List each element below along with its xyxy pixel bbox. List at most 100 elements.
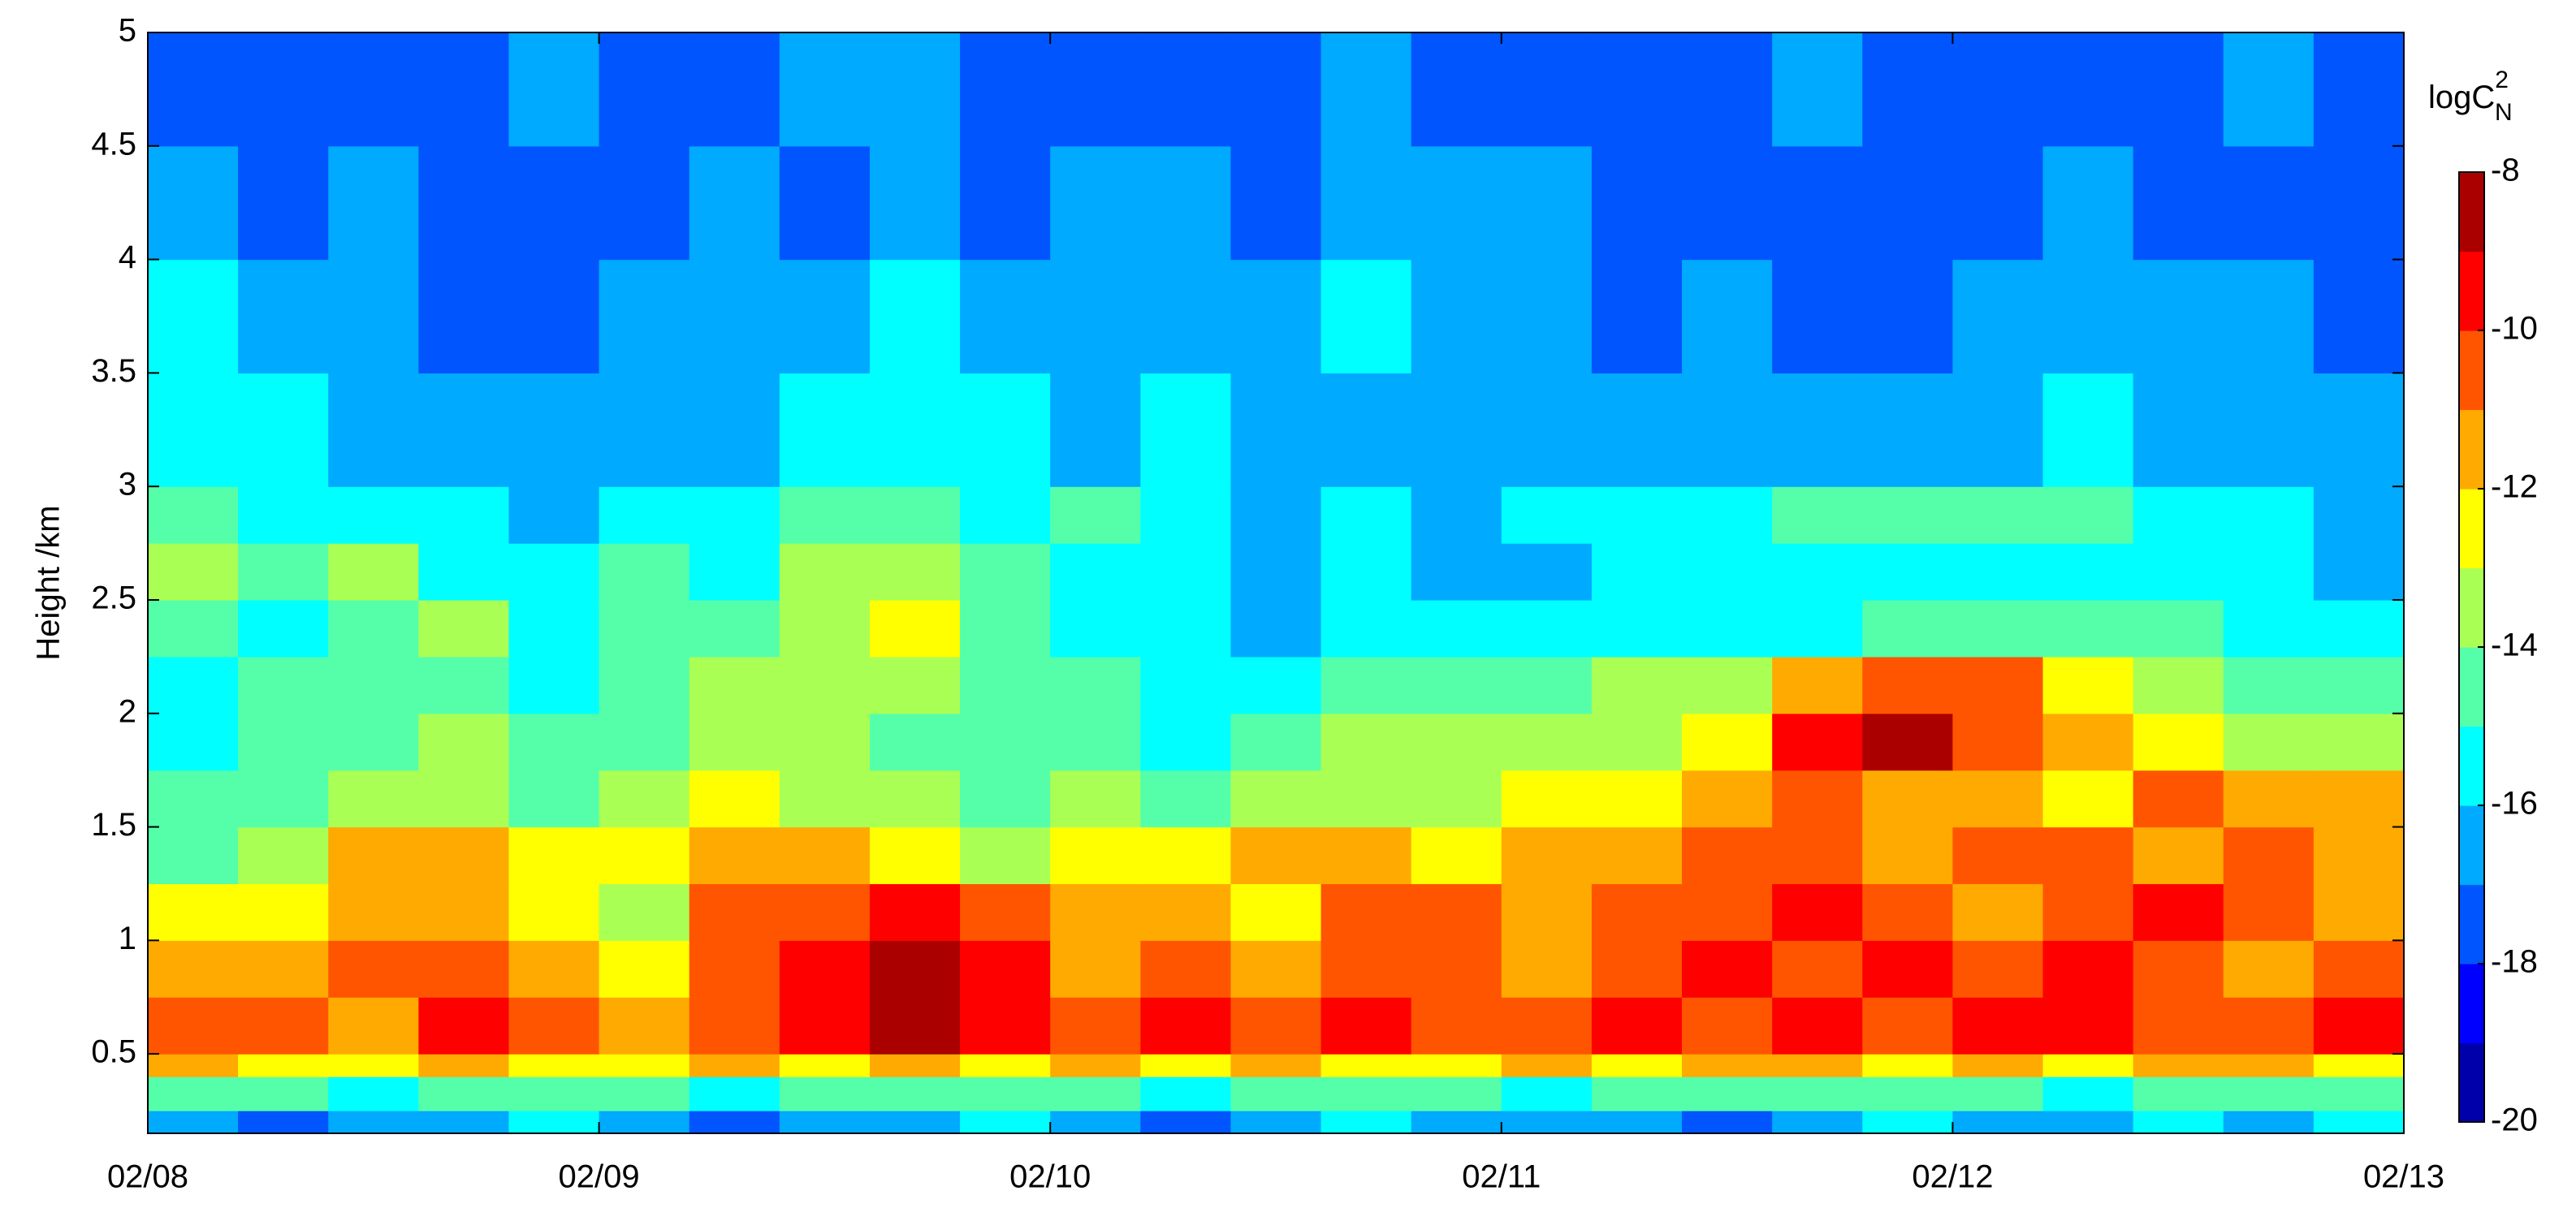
heatmap-cell xyxy=(1501,486,1593,544)
colorbar-band xyxy=(2459,726,2484,806)
heatmap-cell xyxy=(1952,883,2044,941)
heatmap-cell xyxy=(1862,599,1953,658)
heatmap-cell xyxy=(1682,883,1773,941)
x-tick-label: 02/09 xyxy=(559,1159,640,1195)
heatmap-cell xyxy=(960,713,1051,771)
heatmap-cell xyxy=(418,826,510,885)
heatmap-cell xyxy=(2042,1054,2134,1077)
heatmap-cell xyxy=(1320,997,1412,1055)
heatmap-cell xyxy=(869,1111,961,1134)
heatmap-cell xyxy=(418,656,510,714)
heatmap-cell xyxy=(689,656,780,714)
heatmap-cell xyxy=(1050,940,1141,998)
heatmap-cell xyxy=(1140,997,1232,1055)
heatmap-cell xyxy=(1772,940,1863,998)
heatmap-cell xyxy=(960,543,1051,601)
heatmap-cell xyxy=(508,656,600,714)
heatmap-cell xyxy=(1230,543,1322,601)
heatmap-cell xyxy=(1320,599,1412,658)
heatmap-cell xyxy=(2313,32,2405,147)
heatmap-cell xyxy=(1501,770,1593,828)
colorbar-tick-label: -18 xyxy=(2491,944,2538,980)
heatmap-cell xyxy=(1591,883,1683,941)
heatmap-cell xyxy=(1952,373,2044,487)
heatmap-cell xyxy=(418,32,510,147)
heatmap-cell xyxy=(599,770,690,828)
heatmap-cell xyxy=(1591,656,1683,714)
heatmap-cell xyxy=(1411,997,1502,1055)
heatmap-cell xyxy=(1772,826,1863,885)
colorbar-band xyxy=(2459,884,2484,964)
heatmap-cell xyxy=(148,826,239,885)
heatmap-cell xyxy=(508,1111,600,1134)
heatmap-cell xyxy=(1050,883,1141,941)
y-tick-label: 3 xyxy=(119,467,136,503)
heatmap-cell xyxy=(508,770,600,828)
heatmap-cell xyxy=(1050,599,1141,658)
heatmap-cell xyxy=(1862,145,1953,261)
heatmap-cell xyxy=(869,32,961,147)
x-tick-label: 02/13 xyxy=(2363,1159,2444,1195)
heatmap-cell xyxy=(1862,940,1953,998)
heatmap-cell xyxy=(1140,826,1232,885)
heatmap-cell xyxy=(418,373,510,487)
heatmap-cell xyxy=(1320,145,1412,261)
y-tick-label: 4 xyxy=(119,239,136,275)
heatmap-cell xyxy=(689,1054,780,1077)
heatmap-cell xyxy=(1862,997,1953,1055)
heatmap-cell xyxy=(2133,32,2224,147)
heatmap-cell xyxy=(1862,883,1953,941)
heatmap-cell xyxy=(1050,826,1141,885)
heatmap-cell xyxy=(148,656,239,714)
heatmap-cell xyxy=(148,940,239,998)
heatmap-cell xyxy=(328,997,419,1055)
heatmap-cell xyxy=(1591,32,1683,147)
heatmap-cell xyxy=(1682,656,1773,714)
heatmap-cell xyxy=(1411,940,1502,998)
heatmap-cell xyxy=(599,599,690,658)
heatmap-cell xyxy=(2042,599,2134,658)
heatmap-cell xyxy=(1050,656,1141,714)
heatmap-cell xyxy=(2133,997,2224,1055)
heatmap-cell xyxy=(2133,883,2224,941)
heatmap-cell xyxy=(2313,543,2405,601)
heatmap-cell xyxy=(779,599,871,658)
heatmap-cell xyxy=(1230,373,1322,487)
heatmap-cell xyxy=(1050,770,1141,828)
heatmap-cell xyxy=(148,543,239,601)
heatmap-cell xyxy=(2133,1076,2224,1111)
heatmap-cell xyxy=(1230,940,1322,998)
heatmap-cell xyxy=(960,826,1051,885)
heatmap-cell xyxy=(1682,486,1773,544)
heatmap-cell xyxy=(689,826,780,885)
heatmap-cell xyxy=(1862,770,1953,828)
heatmap-cell xyxy=(960,1054,1051,1077)
heatmap-cell xyxy=(2313,373,2405,487)
colorbar-label-sub: N xyxy=(2495,99,2513,126)
heatmap-cell xyxy=(2313,656,2405,714)
heatmap-cell xyxy=(689,32,780,147)
heatmap-cell xyxy=(1230,486,1322,544)
heatmap-cell xyxy=(1230,145,1322,261)
heatmap-cell xyxy=(1050,32,1141,147)
heatmap-cell xyxy=(238,259,329,373)
heatmap-cell xyxy=(1411,486,1502,544)
heatmap-cell xyxy=(2223,599,2315,658)
heatmap-cell xyxy=(599,713,690,771)
heatmap-cell xyxy=(238,543,329,601)
heatmap-cell xyxy=(328,1054,419,1077)
heatmap-cell xyxy=(148,599,239,658)
heatmap-cell xyxy=(328,940,419,998)
heatmap-cell xyxy=(2223,1111,2315,1134)
heatmap-cell xyxy=(418,145,510,261)
heatmap-cell xyxy=(1862,1111,1953,1134)
heatmap-cell xyxy=(1952,656,2044,714)
heatmap-cell xyxy=(1952,145,2044,261)
heatmap-cell xyxy=(238,1111,329,1134)
heatmap-cell xyxy=(689,543,780,601)
heatmap-cell xyxy=(508,543,600,601)
heatmap-cell xyxy=(148,145,239,261)
heatmap-cell xyxy=(238,883,329,941)
heatmap-cell xyxy=(1772,543,1863,601)
heatmap-cell xyxy=(869,770,961,828)
